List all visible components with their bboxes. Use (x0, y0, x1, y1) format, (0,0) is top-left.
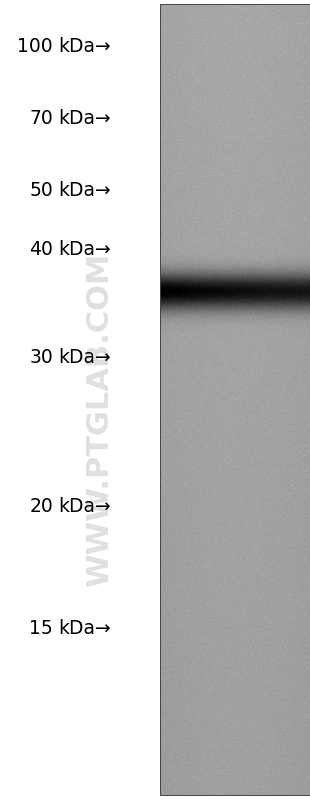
Text: kDa→: kDa→ (58, 618, 111, 638)
Text: 40: 40 (29, 240, 53, 259)
Text: 50: 50 (29, 181, 53, 200)
Text: kDa→: kDa→ (58, 348, 111, 368)
Text: kDa→: kDa→ (58, 497, 111, 516)
Bar (160, 4, 310, 795)
Text: 30: 30 (29, 348, 53, 368)
Text: kDa→: kDa→ (58, 240, 111, 259)
Text: WWW.PTGLAB.COM: WWW.PTGLAB.COM (86, 252, 114, 587)
Text: kDa→: kDa→ (58, 37, 111, 56)
Text: 15: 15 (29, 618, 53, 638)
Text: kDa→: kDa→ (58, 109, 111, 128)
Text: 70: 70 (29, 109, 53, 128)
Text: 100: 100 (17, 37, 53, 56)
Text: kDa→: kDa→ (58, 181, 111, 200)
Text: 20: 20 (29, 497, 53, 516)
